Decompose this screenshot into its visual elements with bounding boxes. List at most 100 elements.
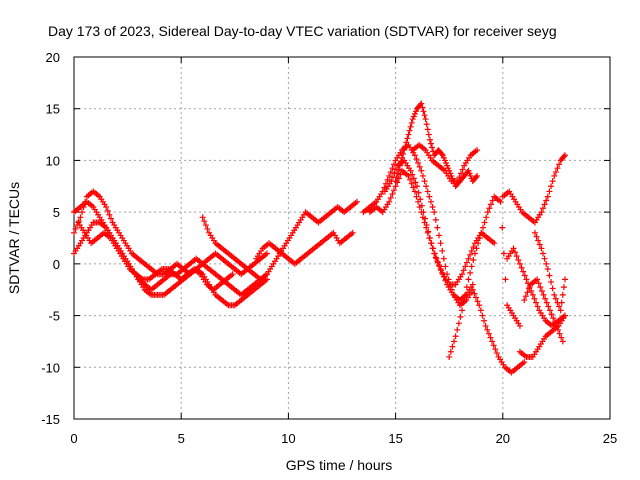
data-point — [229, 271, 236, 278]
data-point — [430, 245, 437, 252]
data-point — [490, 342, 497, 349]
data-point — [523, 276, 530, 283]
data-point — [434, 259, 441, 266]
data-point — [544, 266, 551, 273]
data-point — [462, 291, 469, 298]
data-point — [428, 240, 435, 247]
x-tick-labels: 0 5 10 15 20 25 — [70, 431, 617, 446]
data-point — [405, 131, 412, 138]
data-point — [477, 307, 484, 314]
data-point — [77, 214, 84, 221]
data-point — [500, 250, 507, 257]
data-point — [434, 224, 441, 231]
data-point — [516, 260, 523, 267]
data-point — [103, 203, 110, 210]
data-point — [106, 211, 113, 218]
data-point — [556, 161, 563, 168]
data-point — [484, 326, 491, 333]
data-point — [478, 229, 485, 236]
data-point — [410, 184, 417, 191]
series-arc-9 — [381, 157, 498, 288]
data-point — [482, 322, 489, 329]
data-point — [420, 209, 427, 216]
data-point — [522, 293, 529, 300]
data-point — [71, 229, 77, 236]
data-point — [540, 205, 546, 212]
data-point — [454, 178, 461, 185]
data-point — [415, 189, 422, 196]
data-point — [542, 295, 549, 302]
y-tick-label: 5 — [53, 205, 60, 220]
data-point — [556, 303, 563, 310]
data-point — [384, 176, 391, 183]
data-point — [107, 215, 114, 222]
data-point — [405, 172, 412, 179]
data-point — [538, 209, 545, 216]
data-point — [416, 163, 423, 170]
y-tick-label: 15 — [46, 102, 60, 117]
data-point — [411, 188, 418, 195]
data-point — [427, 198, 434, 205]
y-tick-label: 20 — [46, 50, 60, 65]
data-point — [551, 291, 558, 298]
data-point — [459, 307, 466, 314]
series-arc-2 — [71, 198, 270, 298]
data-point — [558, 334, 565, 341]
data-point — [556, 330, 563, 337]
data-point — [518, 264, 525, 271]
y-axis-label: SDTVAR / TECUs — [6, 182, 22, 294]
data-point — [392, 183, 399, 190]
x-tick-label: 15 — [388, 431, 402, 446]
data-point — [541, 255, 548, 262]
data-point — [462, 263, 469, 270]
series-arc-5 — [199, 198, 361, 283]
data-point — [411, 152, 418, 159]
data-point — [421, 112, 428, 119]
data-point — [510, 245, 517, 252]
data-point — [452, 333, 459, 340]
data-point — [390, 161, 397, 168]
data-point — [485, 330, 492, 337]
data-point — [425, 131, 432, 138]
data-point — [535, 237, 542, 244]
data-point — [390, 187, 397, 194]
series-arc-6 — [253, 229, 356, 267]
data-point — [401, 147, 408, 154]
data-point — [546, 188, 553, 195]
data-point — [559, 291, 566, 298]
data-point — [502, 276, 509, 283]
data-point — [437, 240, 444, 247]
y-tick-label: 0 — [53, 257, 60, 272]
data-point — [543, 299, 550, 306]
data-point — [546, 272, 553, 279]
data-point — [470, 244, 477, 251]
data-point — [552, 169, 559, 176]
x-axis-label: GPS time / hours — [286, 457, 393, 473]
data-point — [560, 284, 567, 291]
y-tick-label: 10 — [46, 153, 60, 168]
data-point — [543, 260, 550, 267]
data-point — [520, 268, 527, 275]
data-point — [418, 100, 425, 107]
data-point — [451, 338, 458, 345]
data-point — [557, 307, 564, 314]
data-point — [553, 322, 560, 329]
data-point — [492, 346, 499, 353]
data-point — [403, 139, 410, 146]
data-point — [397, 158, 404, 165]
data-point — [471, 290, 478, 297]
data-point — [418, 202, 425, 209]
x-tick-label: 25 — [603, 431, 617, 446]
data-point — [454, 326, 461, 333]
data-point — [407, 123, 414, 130]
data-point — [402, 143, 409, 150]
chart-title: Day 173 of 2023, Sidereal Day-to-day VTE… — [48, 23, 557, 39]
data-point — [531, 295, 538, 302]
data-point — [201, 218, 208, 225]
data-point — [534, 276, 541, 283]
data-point — [389, 165, 396, 172]
data-point — [387, 194, 394, 201]
data-point — [460, 299, 467, 306]
data-point — [409, 171, 416, 178]
